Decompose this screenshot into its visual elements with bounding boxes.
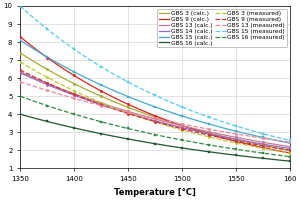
X-axis label: Temperature [°C]: Temperature [°C] [114, 188, 196, 197]
Legend: GBS 3 (calc.), GBS 9 (calc.), GBS 13 (calc.), GBS 14 (calc.), GBS 15 (calc.), GB: GBS 3 (calc.), GBS 9 (calc.), GBS 13 (ca… [157, 9, 287, 47]
